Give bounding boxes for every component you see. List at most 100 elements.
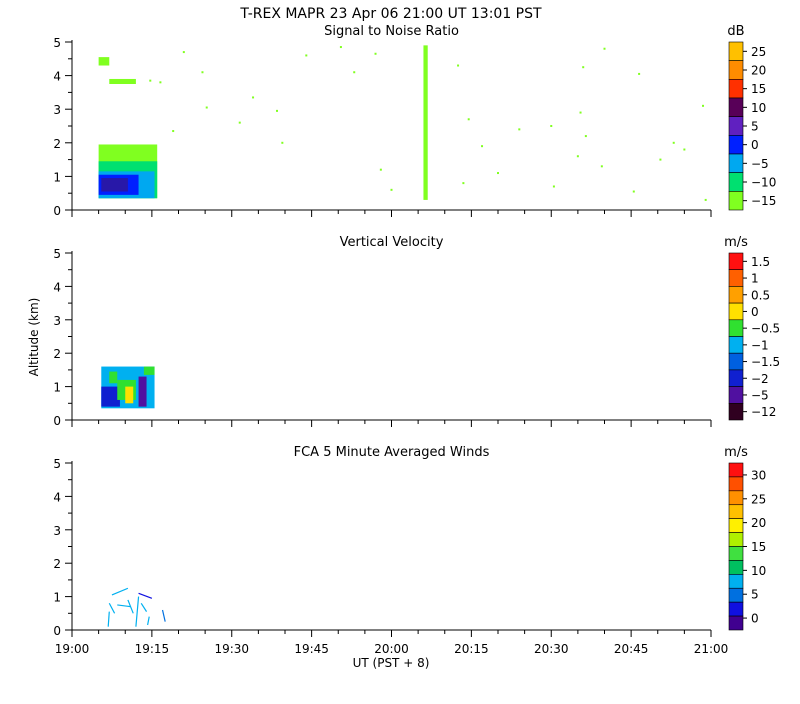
snr-speckle (159, 81, 162, 84)
x-tick-label: 20:45 (614, 642, 649, 656)
colorbar-label: 1 (751, 272, 759, 286)
y-tick-label: 3 (53, 524, 61, 538)
heatmap-cell (423, 45, 428, 200)
panel-2: Vertical Velocity 0 1 2 3 4 5 m/s1.5 1 0.5 0 −0.5 −1… (53, 235, 780, 428)
colorbar-segment (728, 79, 744, 99)
colorbar-label: 5 (751, 120, 759, 134)
y-tick-label: 5 (53, 247, 61, 261)
wind-barb (147, 616, 150, 626)
panel-title: FCA 5 Minute Averaged Winds (294, 445, 490, 460)
colorbar-segment (728, 504, 744, 519)
colorbar-label: −2 (751, 372, 769, 386)
snr-speckle (339, 46, 342, 49)
wind-barb (161, 609, 166, 622)
y-tick-label: 0 (53, 204, 61, 218)
colorbar-segment (728, 476, 744, 492)
snr-speckle (172, 130, 175, 133)
snr-speckle (497, 172, 499, 175)
snr-speckle (353, 71, 356, 74)
snr-speckle (683, 148, 686, 151)
panel-3: FCA 5 Minute Averaged Winds 0 1 2 3 4 5 19:00 19… (53, 445, 766, 656)
y-tick-label: 1 (53, 381, 61, 395)
snr-speckle (603, 47, 606, 50)
snr-speckle (582, 66, 585, 69)
y-tick-label: 5 (53, 457, 61, 471)
heatmap-cell (101, 386, 120, 407)
colorbar-segment (728, 153, 744, 173)
snr-speckle (379, 168, 382, 171)
y-tick-label: 5 (53, 36, 61, 50)
snr-speckle (632, 190, 635, 193)
colorbar-label: 0 (751, 138, 759, 152)
colorbar-label: 1.5 (751, 255, 770, 269)
colorbar-label: 20 (751, 516, 766, 530)
colorbar-segment (728, 60, 744, 80)
colorbar-segment (728, 286, 744, 304)
snr-speckle (550, 125, 553, 127)
colorbar-segment (728, 172, 744, 192)
wind-barb (108, 602, 116, 614)
snr-speckle (281, 141, 284, 144)
snr-speckle (600, 165, 603, 168)
snr-speckle (201, 71, 204, 74)
x-tick-label: 20:15 (454, 642, 489, 656)
colorbar-segment (728, 518, 744, 533)
colorbar-label: 25 (751, 45, 766, 59)
y-tick-label: 1 (53, 170, 61, 184)
colorbar-segment (728, 352, 744, 371)
colorbar-label: 15 (751, 540, 766, 554)
snr-speckle (467, 118, 470, 121)
y-tick-label: 1 (53, 591, 61, 605)
colorbar-segment (728, 191, 744, 211)
colorbar-segment (728, 402, 744, 421)
colorbar-label: 0 (751, 305, 759, 319)
colorbar-units: m/s (724, 445, 748, 460)
colorbar-label: 0.5 (751, 288, 770, 302)
y-axis-label: Altitude (km) (27, 298, 41, 377)
snr-speckle (462, 182, 465, 185)
colorbar-segment (728, 302, 744, 321)
y-tick-label: 4 (53, 490, 61, 504)
heatmap-cell (109, 78, 136, 84)
colorbar-segment (728, 369, 744, 387)
y-tick-label: 2 (53, 137, 61, 151)
panel-title: Vertical Velocity (340, 235, 444, 250)
snr-speckle (659, 158, 662, 161)
colorbar-label: −12 (751, 405, 776, 419)
colorbar-label: 10 (751, 564, 766, 578)
snr-speckle (704, 198, 707, 201)
colorbar-units: dB (727, 24, 744, 39)
panel-1: Signal to Noise Ratio 0 1 2 3 4 5 dB 25 20 15 10 5 0 −… (53, 24, 776, 218)
colorbar-segment (728, 546, 744, 561)
colorbar-label: 10 (751, 101, 766, 115)
x-axis-label: UT (PST + 8) (353, 656, 430, 670)
colorbar-segment (728, 319, 744, 337)
y-tick-label: 4 (53, 280, 61, 294)
colorbar-label: −0.5 (751, 322, 780, 336)
colorbar-segment (728, 560, 744, 575)
snr-speckle (252, 96, 255, 99)
panels-group: Signal to Noise Ratio012345dB2520151050−… (53, 24, 780, 656)
snr-speckle (238, 121, 241, 124)
colorbar-label: −5 (751, 388, 769, 402)
x-tick-label: 20:30 (534, 642, 569, 656)
heatmap-cell (101, 178, 128, 192)
colorbar-segment (728, 615, 744, 631)
heatmap-cell (109, 371, 118, 384)
y-tick-label: 0 (53, 414, 61, 428)
snr-speckle (584, 135, 587, 138)
colorbar-segment (728, 587, 744, 603)
snr-speckle (576, 155, 579, 158)
x-tick-label: 20:00 (374, 642, 409, 656)
colorbar-label: −1 (751, 338, 769, 352)
colorbar-label: −5 (751, 157, 769, 171)
colorbar-label: 0 (751, 612, 759, 626)
x-tick-label: 19:45 (294, 642, 329, 656)
snr-speckle (182, 51, 185, 54)
colorbar-segment (728, 336, 744, 354)
snr-speckle (390, 188, 393, 191)
heatmap-cell (138, 376, 147, 407)
wind-barb (127, 599, 134, 614)
y-tick-label: 4 (53, 70, 61, 84)
